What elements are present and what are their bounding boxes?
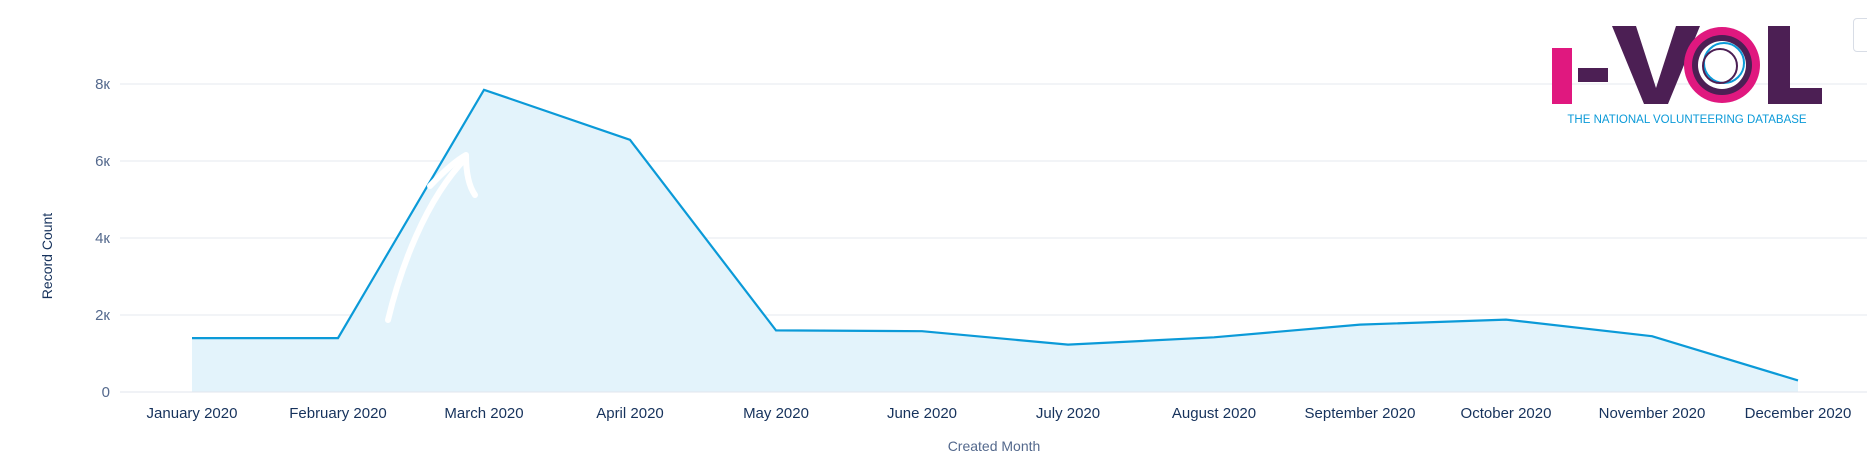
y-tick-label: 6к: [95, 153, 110, 170]
logo-dash: [1578, 68, 1608, 82]
x-tick-label: April 2020: [596, 405, 664, 422]
y-axis-title: Record Count: [39, 213, 55, 299]
logo-o-swirl-2: [1702, 48, 1738, 84]
series-area-fill: [192, 89, 1798, 393]
series-line: [192, 88, 1799, 382]
y-tick-label: 4к: [95, 230, 110, 247]
y-tick-label: 2к: [95, 307, 110, 324]
x-tick-label: July 2020: [1036, 405, 1100, 422]
logo-i-stem: [1552, 48, 1572, 104]
x-tick-label: February 2020: [289, 405, 387, 422]
corner-control[interactable]: [1853, 18, 1867, 52]
x-tick-label: December 2020: [1745, 405, 1852, 422]
x-axis-title: Created Month: [948, 438, 1041, 454]
arrow-up-icon: [385, 152, 478, 323]
logo-l: [1768, 26, 1822, 104]
logo-tagline: THE NATIONAL VOLUNTEERING DATABASE: [1567, 114, 1807, 126]
y-tick-label: 0: [102, 384, 110, 401]
x-tick-label: October 2020: [1461, 405, 1552, 422]
x-tick-label: June 2020: [887, 405, 957, 422]
x-tick-label: August 2020: [1172, 405, 1256, 422]
x-tick-label: September 2020: [1305, 405, 1416, 422]
logo-v: [1612, 26, 1700, 104]
x-tick-labels: January 2020 February 2020 March 2020 April…: [147, 405, 1852, 422]
ivol-logo: THE NATIONAL VOLUNTEERING DATABASE: [1552, 26, 1822, 126]
x-tick-label: March 2020: [444, 405, 523, 422]
x-tick-label: May 2020: [743, 405, 809, 422]
y-tick-label: 8к: [95, 76, 110, 93]
y-tick-labels: 0 2к 4к 6к 8к: [95, 76, 110, 401]
x-tick-label: January 2020: [147, 405, 238, 422]
x-tick-label: November 2020: [1599, 405, 1706, 422]
